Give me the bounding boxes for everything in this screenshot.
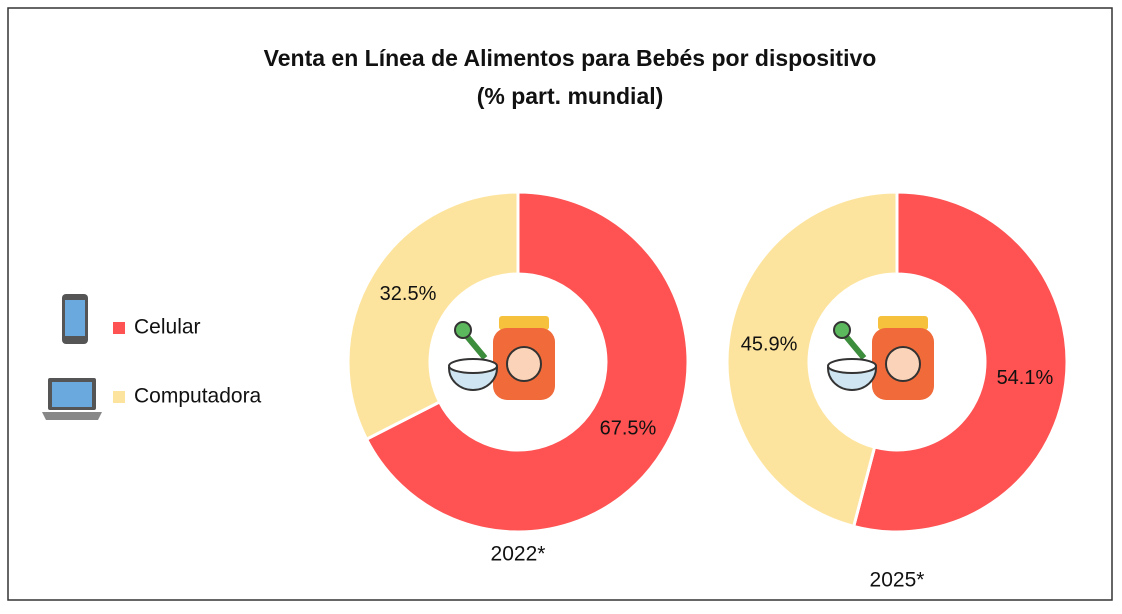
legend: Celular Computadora [113,316,262,408]
donut-label: 2022* [491,543,546,566]
chart-subtitle: (% part. mundial) [477,83,664,109]
phone-icon [62,294,88,344]
donut-label: 2025* [870,569,925,592]
value-label: 32.5% [380,283,437,305]
chart-title: Venta en Línea de Alimentos para Bebés p… [264,45,877,71]
legend-swatch [113,322,125,334]
value-label: 54.1% [997,367,1054,389]
value-label: 67.5% [600,418,657,440]
donut-slice [364,190,690,534]
donut-slice [725,190,899,529]
value-label: 45.9% [741,334,798,356]
donut-slice [346,190,520,442]
legend-label: Computadora [134,385,262,408]
legend-swatch [113,391,125,403]
donut-slice [851,190,1069,534]
legend-label: Celular [134,316,201,339]
laptop-icon [42,378,102,420]
donuts: 67.5% 32.5% 2022* 54.1% 45.9% 2025* [346,190,1069,592]
